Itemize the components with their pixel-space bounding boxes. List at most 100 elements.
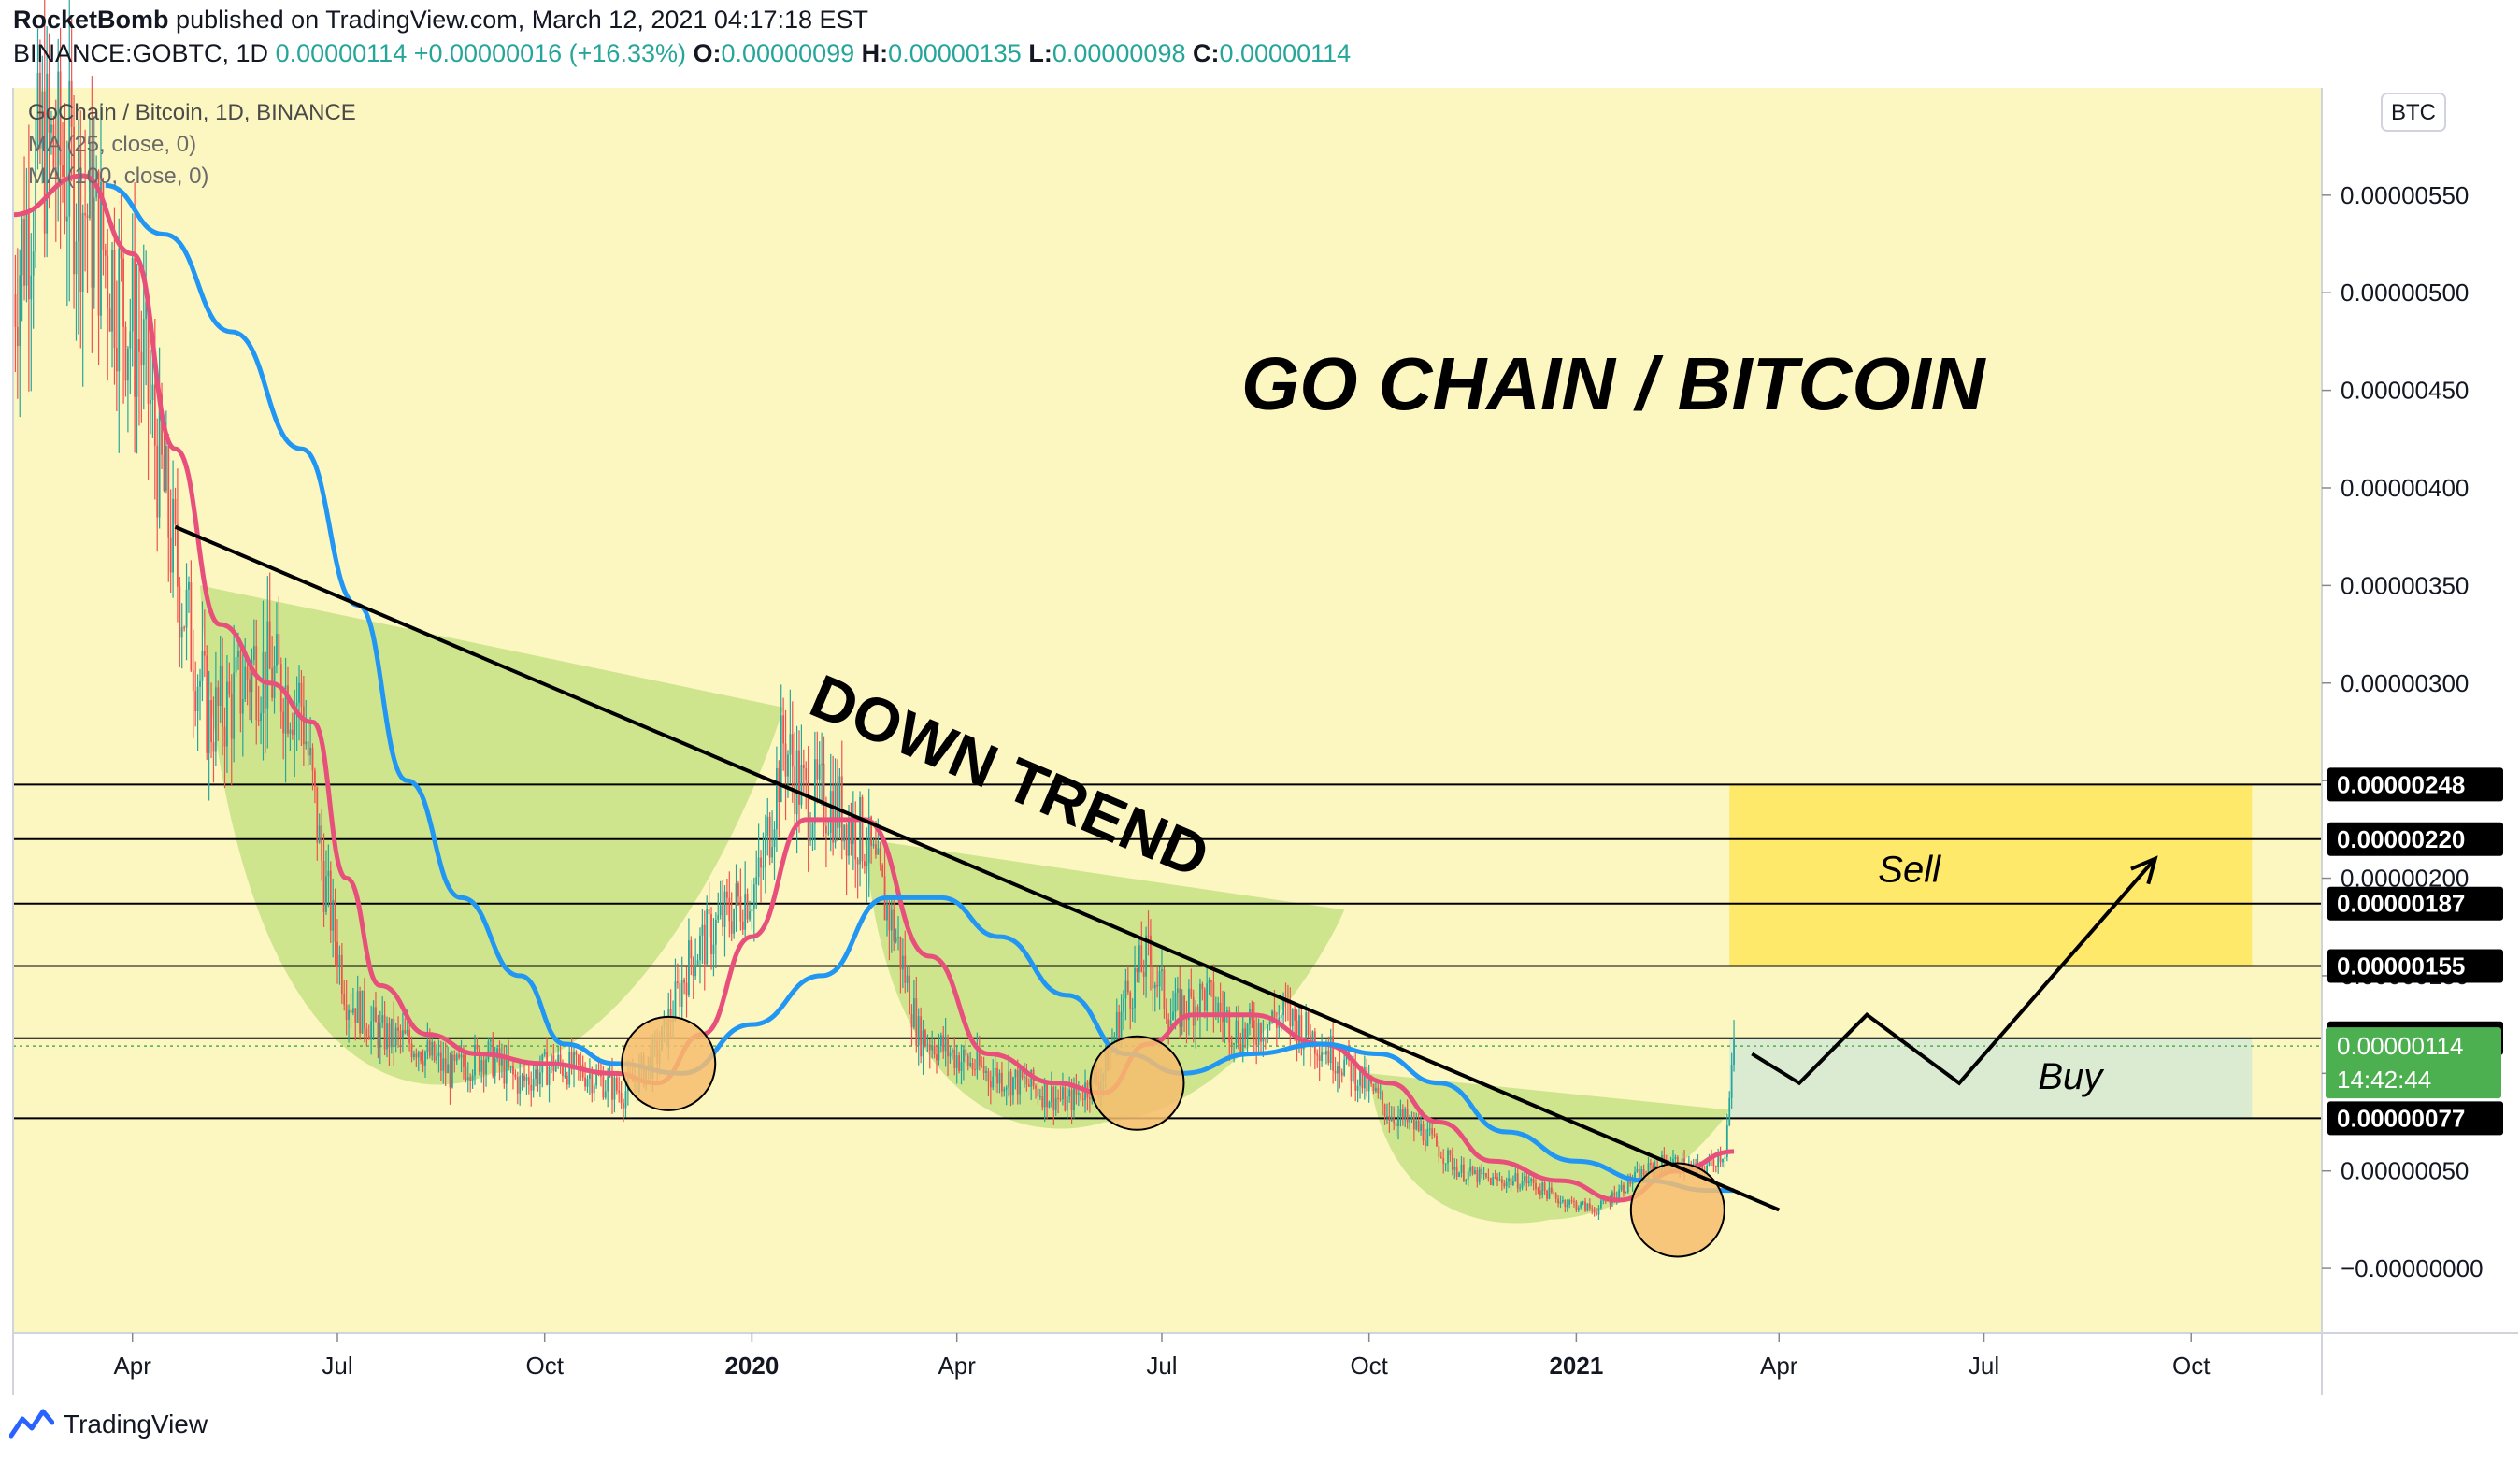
price-bar-body	[305, 741, 308, 745]
price-bar-body	[379, 1023, 381, 1048]
price-bars	[12, 0, 1735, 1220]
price-bar-body	[25, 213, 28, 286]
price-bar-body	[611, 1073, 613, 1100]
price-bar-body	[712, 944, 715, 955]
price-bar-body	[370, 1021, 373, 1040]
price-bar-body	[821, 763, 823, 765]
price-bar-body	[602, 1076, 605, 1098]
price-bar-body	[933, 1045, 936, 1055]
level-price-tag[interactable]	[2327, 949, 2503, 983]
price-bar-body	[825, 826, 827, 834]
price-bar-body	[546, 1052, 549, 1085]
price-bar-body	[428, 1040, 431, 1056]
price-bar-body	[1136, 968, 1138, 973]
price-bar-body	[1562, 1200, 1564, 1202]
price-bar-body	[478, 1049, 480, 1072]
level-price-tag[interactable]	[2327, 767, 2503, 802]
price-bar-body	[1329, 1036, 1332, 1064]
price-bar-body	[1498, 1179, 1501, 1181]
open-value: 0.00000099	[721, 39, 855, 67]
level-price-tag[interactable]	[2327, 1101, 2503, 1136]
price-bar-body	[843, 824, 846, 842]
price-bar-body	[1712, 1159, 1715, 1167]
price-bar-body	[680, 980, 683, 1007]
price-bar-body	[257, 719, 260, 722]
price-bar-body	[723, 891, 726, 927]
price-bar-body	[183, 627, 186, 629]
price-bar-body	[404, 1030, 407, 1034]
price-bar-body	[1115, 1012, 1118, 1037]
time-tick-label: Apr	[113, 1352, 151, 1380]
price-bar-body	[1217, 1002, 1220, 1013]
price-bar-body	[1548, 1187, 1551, 1199]
price-bar-body	[688, 940, 690, 996]
time-tick-label: Apr	[938, 1352, 976, 1380]
price-bar-body	[969, 1062, 972, 1066]
author-name[interactable]: RocketBomb	[13, 6, 169, 34]
price-bar-body	[620, 1093, 623, 1104]
price-bar-body	[332, 899, 335, 931]
price-bar-body	[210, 699, 212, 743]
level-price-tag[interactable]	[2327, 822, 2503, 856]
price-bar-body	[463, 1054, 465, 1067]
price-bar-body	[706, 909, 709, 965]
price-bar-body	[1199, 983, 1201, 1016]
price-bar-body	[1183, 995, 1185, 1016]
price-bar-body	[383, 1015, 386, 1050]
price-bar-body	[1025, 1076, 1028, 1085]
price-bar-body	[1458, 1172, 1460, 1177]
time-tick-label: Oct	[1350, 1352, 1388, 1380]
price-bar-body	[501, 1057, 503, 1066]
price-bar-body	[179, 586, 181, 638]
price-bar-body	[722, 905, 723, 927]
price-bar-body	[1672, 1158, 1674, 1167]
price-bar-body	[239, 650, 242, 714]
price-bar-body	[755, 877, 758, 885]
price-bar-body	[872, 844, 875, 846]
level-price-tag[interactable]	[2327, 886, 2503, 921]
price-bar-body	[1181, 995, 1183, 1027]
price-bar-body	[554, 1065, 557, 1072]
price-bar-body	[1081, 1098, 1084, 1101]
price-bar-body	[1172, 1011, 1174, 1021]
price-bar-body	[1554, 1193, 1557, 1199]
price-bar-body	[509, 1066, 512, 1067]
last-price-tag[interactable]	[2326, 1027, 2501, 1099]
price-bar-body	[1568, 1200, 1571, 1205]
price-bar-body	[447, 1064, 449, 1074]
price-bar-body	[79, 145, 82, 292]
currency-badge[interactable]: BTC	[2381, 93, 2446, 132]
level-price-tag-label: 0.00000077	[2337, 1104, 2465, 1132]
price-bar-body	[1661, 1154, 1663, 1174]
price-bar-body	[699, 935, 701, 961]
moving-averages	[12, 173, 1735, 1203]
price-bar-body	[1401, 1109, 1404, 1120]
price-bar-body	[122, 258, 124, 327]
price-bar-body	[1476, 1170, 1479, 1182]
price-bar-body	[1014, 1069, 1017, 1078]
price-bar-body	[1340, 1072, 1343, 1076]
price-bar-body	[1282, 1001, 1285, 1016]
price-bar-body	[1539, 1190, 1541, 1195]
price-bar-body	[1404, 1109, 1407, 1120]
price-bar-body	[316, 786, 319, 843]
price-bar-body	[1724, 1157, 1726, 1159]
price-bar-body	[837, 782, 838, 828]
time-axis[interactable]: Apr Jul Oct 2020 Apr Jul Oct 2021 Apr Jul Oct	[113, 1333, 2211, 1380]
price-bar-body	[859, 797, 861, 865]
price-bar-body	[494, 1058, 496, 1077]
price-axis[interactable]: 0.00000550 0.00000500 0.00000450 0.00000400…	[2322, 181, 2503, 1282]
price-bar-body	[325, 876, 327, 912]
price-bar-body	[1271, 1010, 1273, 1023]
price-bar-body	[1382, 1092, 1384, 1105]
level-price-tag-label: 0.00000220	[2337, 825, 2465, 853]
price-bar-body	[480, 1060, 483, 1072]
time-tick-label: 2021	[1549, 1352, 1603, 1380]
price-bar-body	[46, 73, 49, 234]
price-bar-body	[1618, 1189, 1621, 1198]
price-bar-body	[1354, 1060, 1357, 1091]
high-label: H:	[861, 39, 889, 67]
price-bar-body	[562, 1064, 564, 1077]
price-bar-body	[212, 742, 215, 752]
